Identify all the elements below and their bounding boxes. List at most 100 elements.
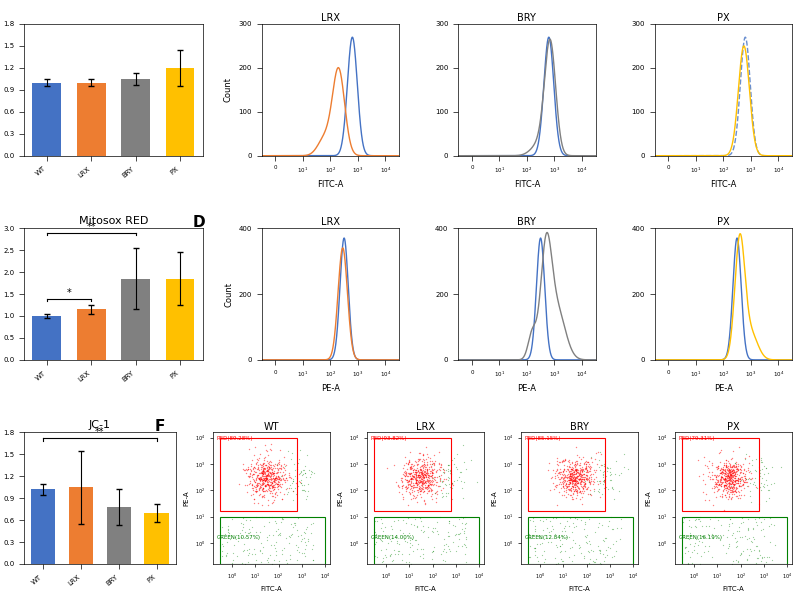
Point [757,481,770,491]
Point [454,512,467,522]
Point [750,454,762,464]
Point [390,536,403,545]
Point [558,466,570,475]
Point [730,479,742,488]
Point [570,451,583,460]
Point [270,472,282,481]
Point [264,472,277,482]
Point [249,485,262,494]
Point [541,523,554,532]
Point [383,550,396,559]
Point [720,465,733,475]
Point [279,460,292,470]
Point [721,488,734,498]
Point [470,478,483,487]
Point [712,461,725,470]
Point [582,461,594,470]
Point [726,485,739,494]
Point [741,544,754,553]
Point [718,458,730,468]
Point [242,529,254,538]
Point [584,539,597,549]
Point [711,462,724,472]
Point [572,452,585,462]
Point [745,497,758,507]
Point [400,481,413,491]
Point [267,481,280,490]
Point [556,539,569,549]
Point [563,479,576,488]
Point [583,473,596,482]
Point [416,476,429,485]
Point [410,472,422,482]
Point [411,482,424,492]
Point [572,470,585,479]
Point [417,479,430,489]
Point [262,462,275,472]
Point [398,471,411,481]
Point [298,548,311,558]
Point [708,512,721,522]
Point [235,525,248,535]
Point [727,467,740,477]
Point [422,473,435,483]
Point [713,448,726,458]
Point [579,518,592,527]
Point [277,475,290,484]
Point [754,479,767,488]
Point [580,461,593,471]
Point [610,547,622,556]
Point [459,523,472,532]
Point [266,491,279,501]
Point [598,483,610,493]
Title: LRX: LRX [416,422,435,431]
Point [729,475,742,485]
Point [268,479,281,489]
Point [710,475,722,484]
Point [458,539,471,549]
Point [246,472,258,481]
Point [563,485,576,495]
Point [243,471,256,481]
Point [434,470,447,479]
Point [301,523,314,532]
Point [570,473,583,482]
Point [558,521,571,530]
Point [255,475,268,484]
Point [446,520,459,530]
Point [737,459,750,469]
Point [582,457,594,467]
Point [254,474,267,484]
Point [285,473,298,482]
Point [715,482,728,491]
Point [256,465,269,475]
Point [562,461,575,471]
Point [411,475,424,485]
Point [727,470,740,479]
Point [239,465,252,475]
Point [415,457,428,466]
Point [742,525,754,535]
Point [563,481,576,491]
Point [580,473,593,483]
Point [421,466,434,476]
Point [226,514,238,524]
Point [562,475,575,485]
Point [386,524,398,533]
Point [729,458,742,467]
Point [273,529,286,538]
Point [581,466,594,475]
Point [687,545,700,555]
Point [582,477,595,487]
Point [719,473,732,482]
Point [731,476,744,485]
Point [260,555,273,565]
Point [578,457,591,467]
Point [400,475,413,485]
Point [443,467,456,476]
Point [410,482,422,492]
Point [406,482,418,491]
Point [408,493,421,502]
Point [734,550,746,560]
Point [722,466,735,475]
